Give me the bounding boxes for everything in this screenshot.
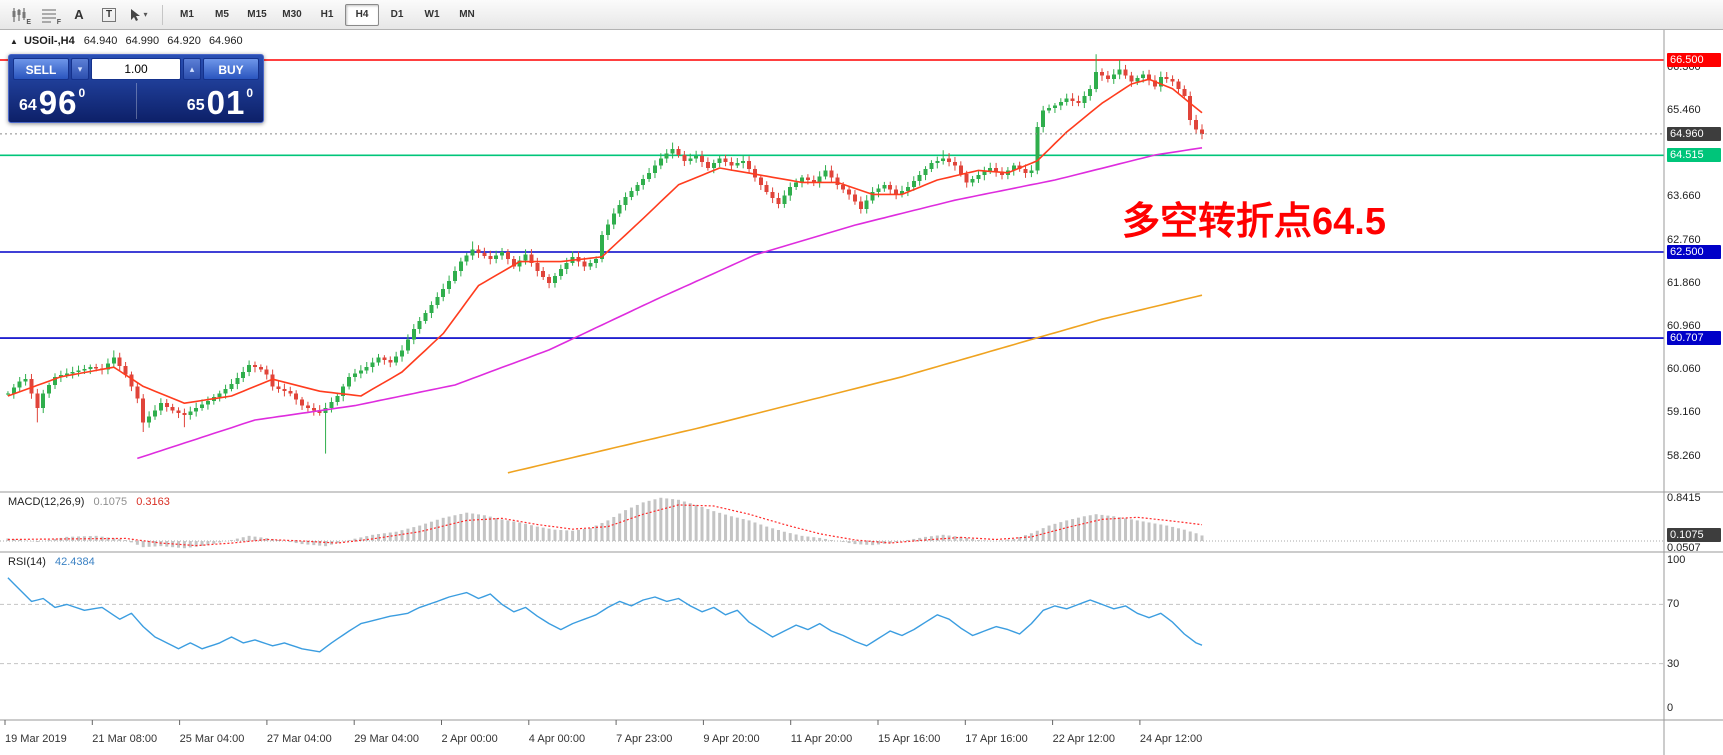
- time-axis-label: 4 Apr 00:00: [528, 733, 586, 745]
- letter-a-glyph: A: [74, 7, 84, 22]
- price-line-badge: 62.500: [1667, 245, 1721, 259]
- symbol-collapse-icon[interactable]: ▲: [10, 37, 18, 46]
- ohlc-close: 64.960: [208, 35, 243, 47]
- auto-scroll-icon[interactable]: A: [65, 3, 93, 27]
- price-line-badge: 66.500: [1667, 53, 1721, 67]
- macd-name: MACD(12,26,9): [8, 496, 85, 508]
- sell-price-fraction: 0: [78, 86, 86, 100]
- time-axis-label: 25 Mar 04:00: [179, 733, 245, 745]
- rsi-title: RSI(14) 42.4384: [8, 556, 95, 568]
- rsi-level-label: 30: [1667, 657, 1680, 670]
- sell-price-main: 64: [19, 97, 37, 114]
- price-line-badge: 64.515: [1667, 148, 1721, 163]
- time-axis-label: 11 Apr 20:00: [790, 733, 853, 745]
- rsi-level-label: 100: [1667, 554, 1686, 566]
- timeframe-button-m30[interactable]: M30: [282, 8, 302, 20]
- macd-title: MACD(12,26,9) 0.1075 0.3163: [8, 496, 170, 508]
- rsi-name: RSI(14): [8, 556, 46, 568]
- time-axis-label: 7 Apr 23:00: [616, 733, 673, 745]
- time-axis-label: 15 Apr 16:00: [878, 733, 941, 745]
- ohlc-high: 64.990: [125, 35, 160, 47]
- sell-price-pips: 96: [38, 84, 78, 121]
- sell-price[interactable]: 64 96 0: [19, 86, 85, 119]
- ohlc-low: 64.920: [167, 35, 201, 47]
- price-axis-tick: 63.660: [1667, 190, 1701, 203]
- rsi-level-label: 0: [1667, 702, 1674, 714]
- timeframe-button-m1[interactable]: M1: [180, 8, 194, 20]
- caret-down-icon: ▾: [143, 10, 148, 19]
- time-axis-label: 29 Mar 04:00: [354, 733, 420, 745]
- buy-price[interactable]: 65 01 0: [187, 86, 253, 119]
- macd-value-badge: 0.1075: [1667, 528, 1721, 543]
- time-axis: 19 Mar 2019 21 Mar 08:00 25 Mar 04:00 27 Ma…: [0, 727, 1664, 755]
- price-axis-tick: 60.960: [1667, 319, 1701, 332]
- one-click-trading-panel: SELL ▾ ▴ BUY 64 96 0 65 01 0: [8, 54, 264, 123]
- letter-t-glyph: T: [101, 7, 117, 22]
- caret-down-icon: ▾: [77, 64, 83, 74]
- timeframe-group: M1 M5 M15 M30 H1 H4 D1 W1 MN: [170, 3, 484, 26]
- cursor-arrow-glyph: [131, 8, 141, 21]
- icon-sub-letter: F: [56, 18, 61, 26]
- timeframe-button-d1[interactable]: D1: [390, 8, 404, 20]
- toolbar-separator: [162, 4, 163, 25]
- candlestick-chart-icon[interactable]: E: [5, 3, 33, 27]
- macd-scale-max: 0.8415: [1667, 492, 1701, 504]
- price-axis-tick: 60.060: [1667, 363, 1701, 376]
- buy-price-main: 65: [186, 97, 205, 114]
- lot-increase-button[interactable]: ▴: [183, 58, 201, 80]
- buy-price-fraction: 0: [246, 86, 253, 100]
- time-axis-label: 22 Apr 12:00: [1052, 733, 1115, 745]
- current-price-badge: 64.960: [1667, 126, 1721, 141]
- lines-glyph: [42, 9, 56, 22]
- ohlc-open: 64.940: [83, 35, 118, 47]
- price-axis-tick: 62.760: [1667, 233, 1701, 246]
- timeframe-button-w1[interactable]: W1: [424, 8, 440, 20]
- rsi-level-label: 70: [1667, 598, 1680, 611]
- macd-main-value: 0.1075: [93, 496, 128, 508]
- candlestick-glyph: [12, 7, 26, 22]
- text-tool-icon[interactable]: T: [95, 3, 123, 27]
- timeframe-button-mn[interactable]: MN: [459, 8, 475, 20]
- timeframe-button-h4[interactable]: H4: [345, 3, 379, 26]
- symbol-name: USOil-,H4: [23, 35, 75, 47]
- price-divider: [135, 83, 137, 119]
- icon-sub-letter: E: [26, 18, 31, 26]
- caret-up-icon: ▴: [189, 64, 195, 74]
- lot-size-input[interactable]: [91, 58, 181, 80]
- symbol-info-bar: ▲ USOil-,H4 64.940 64.990 64.920 64.960: [10, 35, 248, 47]
- time-axis-label: 19 Mar 2019: [5, 733, 67, 745]
- time-axis-label: 2 Apr 00:00: [441, 733, 498, 745]
- price-axis-tick: 59.160: [1667, 406, 1701, 419]
- timeframe-button-m15[interactable]: M15: [247, 8, 267, 20]
- rsi-value: 42.4384: [54, 556, 95, 568]
- timeframe-button-h1[interactable]: H1: [320, 8, 334, 20]
- time-axis-label: 24 Apr 12:00: [1139, 733, 1203, 745]
- cursor-tool-icon[interactable]: ▾: [125, 3, 153, 27]
- price-axis-tick: 65.460: [1667, 103, 1701, 116]
- macd-signal-value: 0.3163: [136, 496, 170, 508]
- time-axis-label: 17 Apr 16:00: [965, 733, 1028, 745]
- buy-button[interactable]: BUY: [203, 58, 259, 80]
- time-axis-label: 21 Mar 08:00: [92, 733, 158, 745]
- toolbar: E F A T ▾ M1 M5 M15 M30 H1 H4 D1 W1 MN: [0, 0, 1723, 30]
- price-axis: 66.36065.46063.66062.76061.86060.96060.0…: [1665, 0, 1723, 755]
- price-line-badge: 60.707: [1667, 331, 1721, 346]
- price-axis-tick: 61.860: [1667, 276, 1701, 289]
- macd-scale-min: 0.0507: [1667, 542, 1701, 554]
- time-axis-label: 27 Mar 04:00: [266, 733, 332, 745]
- time-axis-label: 9 Apr 20:00: [703, 733, 760, 745]
- chart-annotation-text: 多空转折点64.5: [1122, 201, 1386, 243]
- bid-ask-prices: 64 96 0 65 01 0: [13, 80, 259, 120]
- price-axis-tick: 58.260: [1667, 449, 1701, 462]
- lot-decrease-button[interactable]: ▾: [71, 58, 89, 80]
- timeframe-button-m5[interactable]: M5: [215, 8, 229, 20]
- indicator-list-icon[interactable]: F: [35, 3, 63, 27]
- buy-price-pips: 01: [206, 84, 246, 121]
- sell-button[interactable]: SELL: [13, 58, 69, 80]
